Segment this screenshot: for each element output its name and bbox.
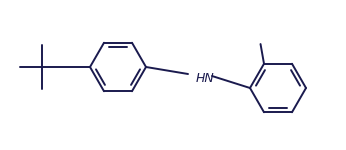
Text: HN: HN	[196, 72, 215, 84]
